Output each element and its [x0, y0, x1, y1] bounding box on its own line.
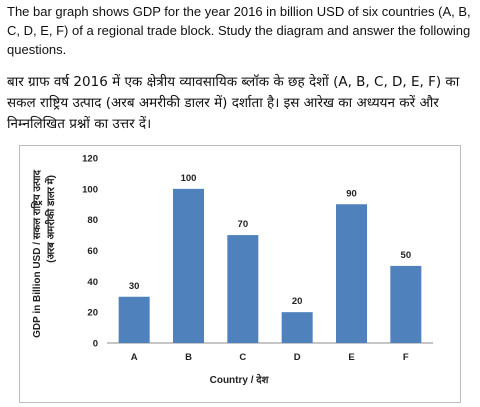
y-tick-label: 100 — [82, 184, 98, 195]
data-label-c: 70 — [238, 219, 249, 230]
question-english: The bar graph shows GDP for the year 201… — [7, 4, 471, 57]
x-tick-label-e: E — [348, 352, 354, 363]
data-label-f: 50 — [401, 250, 412, 261]
x-tick-label-d: D — [294, 352, 301, 363]
gdp-bar-chart: GDP in Billion USD / सकल राष्ट्रिय उत्पा… — [30, 154, 433, 386]
y-tick-label: 60 — [87, 246, 98, 257]
x-tick-label-a: A — [131, 352, 138, 363]
data-label-a: 30 — [129, 281, 140, 292]
y-axis-label-line2: (अरब अमरीकी डालर में) — [44, 175, 57, 263]
y-tick-label: 20 — [87, 308, 98, 319]
x-tick-label-c: C — [239, 352, 246, 363]
data-label-e: 90 — [346, 188, 357, 199]
bar-e — [336, 204, 367, 343]
plot-area: 0 20 40 60 80 100 120 30 A 100 B 70 C 20 D 90 E 50 F — [82, 154, 433, 363]
bar-b — [173, 188, 204, 343]
x-axis-label: Country / देश — [210, 373, 270, 386]
data-label-d: 20 — [292, 296, 303, 307]
x-tick-label-f: F — [403, 352, 409, 363]
bar-f — [390, 265, 422, 343]
x-tick-label-b: B — [185, 352, 192, 363]
y-tick-label: 0 — [93, 339, 98, 350]
y-tick-label: 40 — [87, 277, 98, 288]
bar-d — [281, 312, 313, 343]
y-tick-label: 80 — [87, 215, 98, 226]
y-axis-label: GDP in Billion USD / सकल राष्ट्रिय उत्पा… — [30, 169, 57, 338]
bar-c — [227, 235, 259, 343]
y-axis-label-line1: GDP in Billion USD / सकल राष्ट्रिय उत्पा… — [30, 169, 43, 338]
question-hindi: बार ग्राफ वर्ष 2016 में एक क्षेत्रीय व्य… — [7, 74, 460, 132]
y-tick-label: 120 — [82, 154, 98, 165]
data-label-b: 100 — [181, 173, 197, 184]
bar-a — [118, 296, 150, 343]
